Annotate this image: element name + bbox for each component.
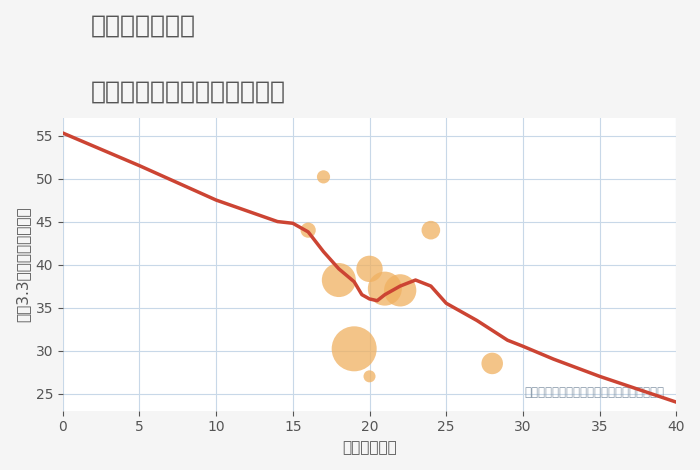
Point bbox=[364, 265, 375, 273]
Y-axis label: 坪（3.3㎡）単価（万円）: 坪（3.3㎡）単価（万円） bbox=[15, 207, 30, 322]
Point bbox=[395, 287, 406, 294]
Point bbox=[349, 345, 360, 352]
Point bbox=[426, 227, 437, 234]
Point bbox=[364, 373, 375, 380]
Point bbox=[379, 285, 391, 292]
X-axis label: 築年数（年）: 築年数（年） bbox=[342, 440, 397, 455]
Text: 円の大きさは、取引のあった物件面積を示す: 円の大きさは、取引のあった物件面積を示す bbox=[524, 386, 664, 399]
Point bbox=[333, 276, 344, 284]
Point bbox=[318, 173, 329, 180]
Text: 兵庫県妻鹿駅の: 兵庫県妻鹿駅の bbox=[91, 14, 196, 38]
Point bbox=[302, 227, 314, 234]
Text: 築年数別中古マンション価格: 築年数別中古マンション価格 bbox=[91, 80, 286, 104]
Point bbox=[486, 360, 498, 367]
